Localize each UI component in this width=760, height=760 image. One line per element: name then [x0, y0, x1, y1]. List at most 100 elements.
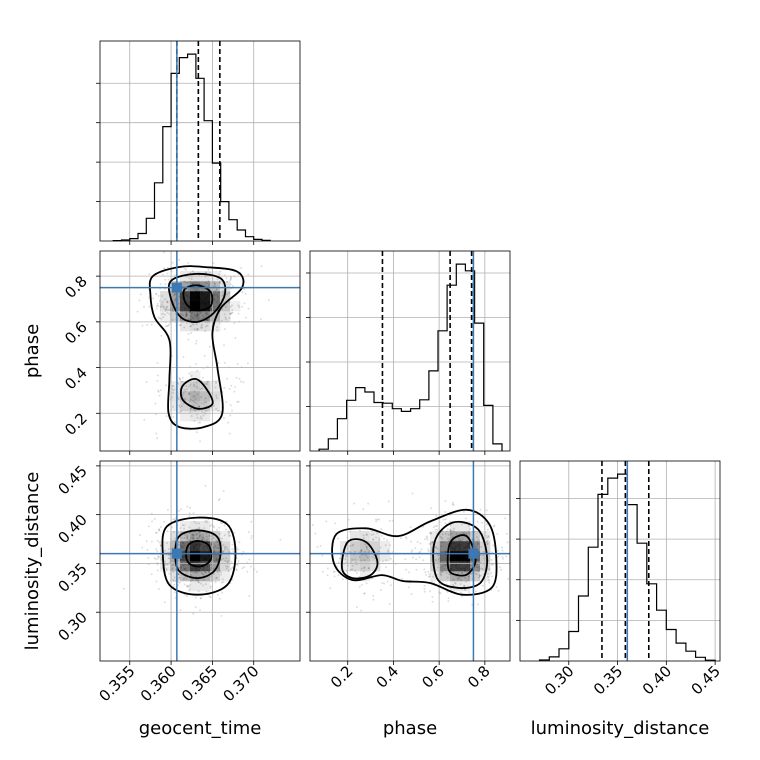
sample-point — [219, 270, 222, 273]
sample-point — [139, 534, 141, 537]
sample-point — [191, 542, 194, 545]
sample-point — [451, 558, 454, 561]
sample-point — [213, 282, 216, 285]
sample-point — [180, 405, 183, 408]
sample-point — [193, 560, 195, 562]
sample-point — [229, 404, 232, 407]
sample-point — [496, 532, 499, 535]
sample-point — [228, 317, 231, 320]
sample-point — [182, 314, 185, 316]
sample-point — [198, 559, 201, 562]
sample-point — [231, 311, 234, 314]
sample-point — [196, 416, 199, 419]
sample-point — [164, 549, 167, 552]
sample-point — [189, 583, 192, 586]
sample-point — [246, 570, 249, 573]
sample-point — [181, 558, 184, 561]
sample-point — [148, 296, 151, 299]
sample-point — [201, 293, 204, 296]
sample-point — [486, 542, 489, 545]
sample-point — [183, 537, 186, 539]
sample-point — [470, 573, 472, 575]
sample-point — [206, 547, 209, 550]
sample-point — [351, 568, 354, 571]
sample-point — [210, 309, 213, 312]
sample-point — [203, 354, 206, 357]
sample-point — [193, 314, 196, 317]
density-cell — [190, 581, 201, 592]
density-cell — [190, 391, 201, 402]
sample-point — [195, 323, 198, 326]
sample-point — [205, 568, 208, 571]
sample-point — [449, 529, 452, 532]
sample-point — [192, 547, 195, 550]
sample-point — [195, 363, 198, 366]
sample-point — [448, 573, 451, 576]
sample-point — [236, 569, 238, 572]
sample-point — [185, 311, 188, 314]
sample-point — [197, 527, 200, 530]
density-cell — [380, 541, 391, 552]
sample-point — [215, 407, 218, 410]
sample-point — [183, 267, 186, 270]
sample-point — [358, 585, 361, 588]
sample-point — [202, 402, 205, 405]
sample-point — [385, 566, 387, 569]
sample-point — [153, 518, 156, 520]
sample-point — [486, 528, 489, 531]
sample-point — [440, 574, 443, 577]
sample-point — [477, 542, 479, 545]
sample-point — [156, 557, 159, 560]
sample-point — [376, 532, 378, 535]
sample-point — [192, 305, 195, 308]
sample-point — [172, 560, 175, 563]
sample-point — [367, 502, 370, 505]
sample-point — [476, 541, 479, 543]
sample-point — [213, 294, 216, 297]
density-cell — [180, 311, 191, 322]
sample-point — [183, 280, 185, 283]
density-cell — [180, 411, 191, 422]
sample-point — [185, 322, 188, 324]
sample-point — [205, 539, 208, 542]
sample-point — [435, 559, 438, 562]
grid-layer — [100, 41, 720, 661]
sample-point — [203, 401, 206, 403]
sample-point — [192, 612, 195, 615]
sample-point — [461, 540, 464, 543]
sample-point — [194, 548, 197, 551]
sample-point — [478, 565, 481, 568]
sample-point — [195, 570, 198, 573]
sample-point — [238, 541, 241, 544]
sample-point — [178, 324, 181, 327]
density-cell — [210, 541, 221, 552]
sample-point — [322, 570, 324, 573]
sample-point — [141, 546, 144, 549]
sample-point — [500, 568, 503, 571]
density-cell — [460, 541, 471, 552]
sample-point — [160, 306, 163, 309]
sample-point — [214, 546, 217, 549]
sample-point — [164, 308, 167, 311]
sample-point — [505, 532, 508, 535]
sample-point — [181, 541, 184, 544]
sample-point — [196, 549, 199, 552]
sample-point — [217, 296, 220, 299]
sample-point — [345, 555, 347, 558]
sample-point — [461, 523, 463, 526]
sample-point — [481, 584, 484, 587]
sample-point — [326, 574, 329, 577]
sample-point — [200, 549, 203, 552]
sample-point — [188, 300, 191, 303]
sample-point — [212, 306, 215, 308]
sample-point — [179, 378, 182, 381]
sample-point — [172, 309, 175, 312]
sample-point — [474, 590, 477, 593]
density-cell — [210, 281, 221, 292]
sample-point — [204, 557, 207, 560]
sample-point — [167, 278, 170, 281]
sample-point — [188, 585, 191, 588]
sample-point — [225, 401, 228, 403]
sample-point — [490, 563, 493, 566]
sample-point — [196, 314, 199, 317]
